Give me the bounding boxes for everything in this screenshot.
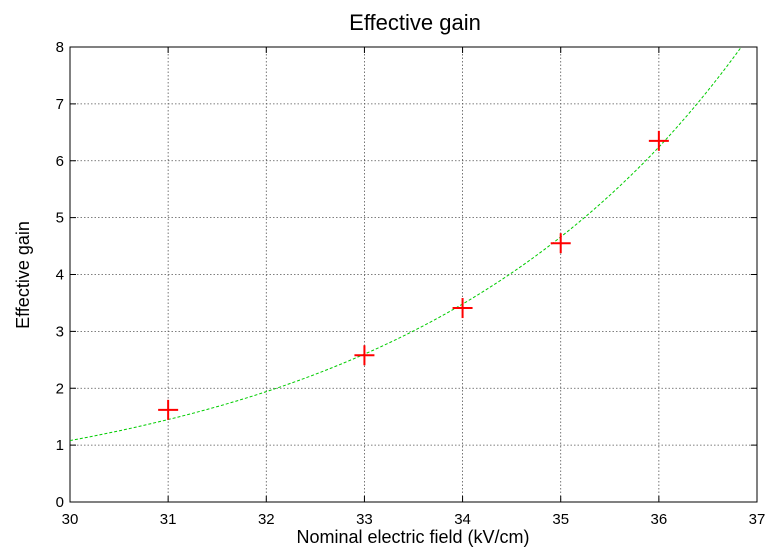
data-points-layer [158,130,669,420]
y-tick-label: 0 [56,494,64,511]
fit-curve [69,46,742,442]
x-tick-label: 30 [62,511,79,528]
x-tick-label: 31 [160,511,177,528]
data-point [354,345,375,366]
y-tick-label: 4 [56,267,64,284]
chart-title: Effective gain [349,10,481,35]
y-tick-label: 6 [56,153,64,170]
y-tick-label: 5 [56,210,64,227]
y-tick-label: 7 [56,96,64,113]
x-tick-label: 36 [651,511,668,528]
y-tick-label: 3 [56,323,64,340]
x-tick-label: 37 [749,511,766,528]
data-point [452,298,473,319]
data-point [158,399,179,420]
x-tick-label: 34 [454,511,471,528]
data-point [648,130,669,151]
x-axis-label: Nominal electric field (kV/cm) [296,527,529,547]
grid [70,47,757,502]
x-tick-label: 33 [356,511,373,528]
fit-curve-layer [69,46,742,442]
y-tick-label: 8 [56,39,64,56]
y-tick-label: 1 [56,437,64,454]
y-tick-label: 2 [56,380,64,397]
y-axis-label: Effective gain [13,221,33,329]
x-tick-label: 35 [552,511,569,528]
x-tick-label: 32 [258,511,275,528]
data-point [550,233,571,254]
